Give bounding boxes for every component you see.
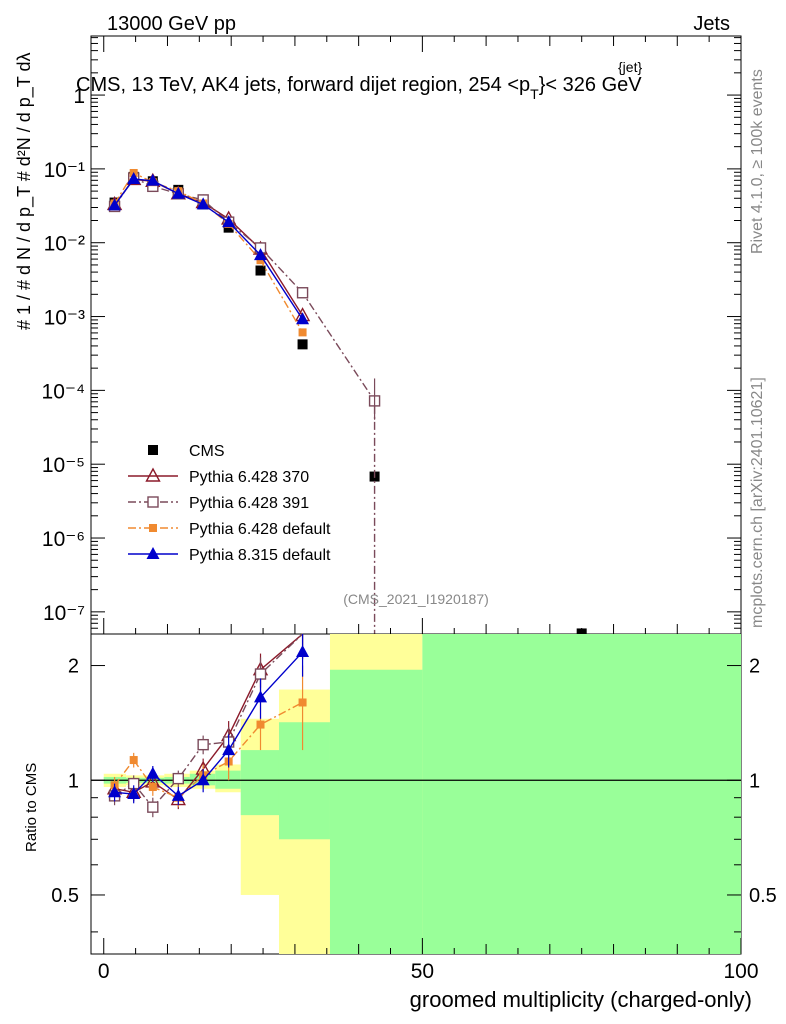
category-label: Jets — [693, 13, 730, 35]
ratio-y-tick-label-right: 1 — [749, 770, 760, 792]
ratio-point-4-4 — [196, 773, 210, 786]
x-tick-label: 0 — [98, 960, 110, 983]
rivet-version-label: Rivet 4.1.0, ≥ 100k events — [749, 69, 766, 254]
x-tick-label: 50 — [411, 960, 434, 983]
main-series-line-2 — [113, 177, 376, 402]
ratio-y-tick-label-left: 1 — [68, 770, 79, 792]
main-y-tick-label: 1 — [73, 85, 85, 108]
legend-label-0: CMS — [189, 443, 225, 460]
ratio-point-4-5 — [222, 743, 236, 756]
ratio-point-2-6 — [254, 668, 267, 680]
ratio-series-4 — [108, 634, 310, 806]
main-point-4-3 — [171, 186, 185, 199]
x-axis: 0 50 100 — [98, 36, 759, 983]
ratio-point-4-6 — [254, 690, 268, 703]
x-axis-label: groomed multiplicity (charged-only) — [410, 987, 752, 1012]
ratio-y-axis: 0.5 0.5 1 1 2 2 — [51, 656, 777, 933]
main-point-4-1 — [127, 171, 141, 184]
ratio-uncertainty-bands — [91, 634, 741, 954]
main-point-3-7 — [298, 328, 307, 337]
green-band-9 — [422, 634, 741, 954]
ratio-point-4-0 — [108, 785, 122, 798]
ratio-point-3-6 — [256, 720, 265, 729]
legend-marker-3 — [149, 524, 157, 532]
plot-title: CMS, 13 TeV, AK4 jets, forward dijet reg… — [76, 74, 642, 102]
main-point-4-6 — [254, 248, 268, 261]
main-series-0 — [109, 171, 587, 639]
main-point-4-0 — [108, 198, 122, 211]
main-y-axis: 10⁻⁷ 10⁻⁶ 10⁻⁵ 10⁻⁴ 10⁻³ 10⁻² 10⁻¹ 1 — [42, 37, 741, 629]
ratio-series-line-4 — [114, 651, 304, 797]
main-point-4-7 — [296, 312, 310, 325]
green-band-8 — [329, 669, 423, 954]
mcplots-label: mcplots.cern.ch [arXiv:2401.10621] — [749, 377, 766, 628]
main-series-3 — [110, 168, 307, 337]
ratio-y-tick-label-right: 2 — [749, 656, 760, 678]
analysis-watermark: (CMS_2021_I1920187) — [343, 591, 489, 607]
main-plot-frame — [90, 35, 742, 635]
main-point-0-6 — [255, 265, 266, 276]
main-series-group — [106, 168, 587, 639]
main-point-4-5 — [222, 215, 236, 228]
ratio-point-4-2 — [146, 766, 160, 779]
ratio-point-2-4 — [197, 738, 209, 751]
ratio-point-3-1 — [129, 756, 138, 765]
main-point-4-4 — [196, 197, 210, 210]
main-y-axis-label: # 1 / # d N / d p_T # d²N / d p_T dλ — [14, 53, 35, 331]
green-band-6 — [240, 750, 279, 816]
ratio-point-4-7 — [296, 645, 310, 658]
ratio-y-tick-label-right: 0.5 — [749, 885, 777, 907]
legend-marker-4 — [146, 547, 160, 559]
main-point-4-2 — [146, 173, 160, 186]
main-y-axis-label-text: # 1 / # d N / d p_T # d²N / d p_T dλ — [14, 53, 35, 331]
legend-label-3: Pythia 6.428 default — [189, 521, 331, 538]
main-series-4 — [108, 171, 310, 325]
ratio-y-tick-label-left: 0.5 — [51, 885, 79, 907]
main-y-tick-label: 10⁻⁴ — [42, 380, 85, 403]
energy-label: 13000 GeV pp — [107, 13, 236, 35]
legend-label-4: Pythia 8.315 default — [189, 547, 331, 564]
ratio-point-2-2 — [147, 801, 159, 813]
legend-label-2: Pythia 6.428 391 — [189, 495, 309, 512]
legend-marker-1 — [145, 467, 161, 482]
legend: CMS Pythia 6.428 370 Pythia 6.428 391 Pythi… — [128, 443, 331, 564]
main-y-tick-label: 10⁻² — [44, 233, 85, 256]
main-y-tick-label: 10⁻³ — [44, 307, 85, 330]
main-y-tick-label: 10⁻¹ — [44, 159, 85, 182]
ratio-series-group — [106, 633, 310, 818]
plot-title-tail: }< 326 GeV — [539, 74, 643, 96]
main-series-2 — [108, 172, 381, 407]
main-point-2-7 — [296, 287, 309, 299]
main-point-3-6 — [256, 256, 265, 265]
x-tick-label: 100 — [723, 960, 758, 983]
main-point-0-7 — [297, 339, 308, 350]
ratio-point-3-7 — [298, 698, 307, 707]
ratio-point-4-3 — [171, 788, 185, 801]
main-y-tick-label: 10⁻⁷ — [43, 602, 85, 625]
legend-label-1: Pythia 6.428 370 — [189, 469, 309, 486]
legend-marker-2 — [147, 496, 159, 508]
ratio-point-4-1 — [127, 787, 141, 800]
main-y-tick-label: 10⁻⁵ — [42, 454, 85, 477]
plot-title-main: CMS, 13 TeV, AK4 jets, forward dijet reg… — [76, 74, 530, 96]
main-y-tick-label: 10⁻⁶ — [42, 528, 85, 551]
legend-marker-0 — [148, 445, 158, 455]
ratio-y-axis-label: Ratio to CMS — [23, 763, 40, 852]
ratio-y-tick-label-left: 2 — [68, 656, 79, 678]
plot-title-sub: T — [530, 86, 539, 102]
plot-title-sup: {jet} — [618, 59, 642, 75]
ratio-series-line-3 — [114, 701, 303, 799]
ratio-point-2-3 — [172, 772, 185, 785]
ratio-point-3-2 — [148, 783, 157, 792]
